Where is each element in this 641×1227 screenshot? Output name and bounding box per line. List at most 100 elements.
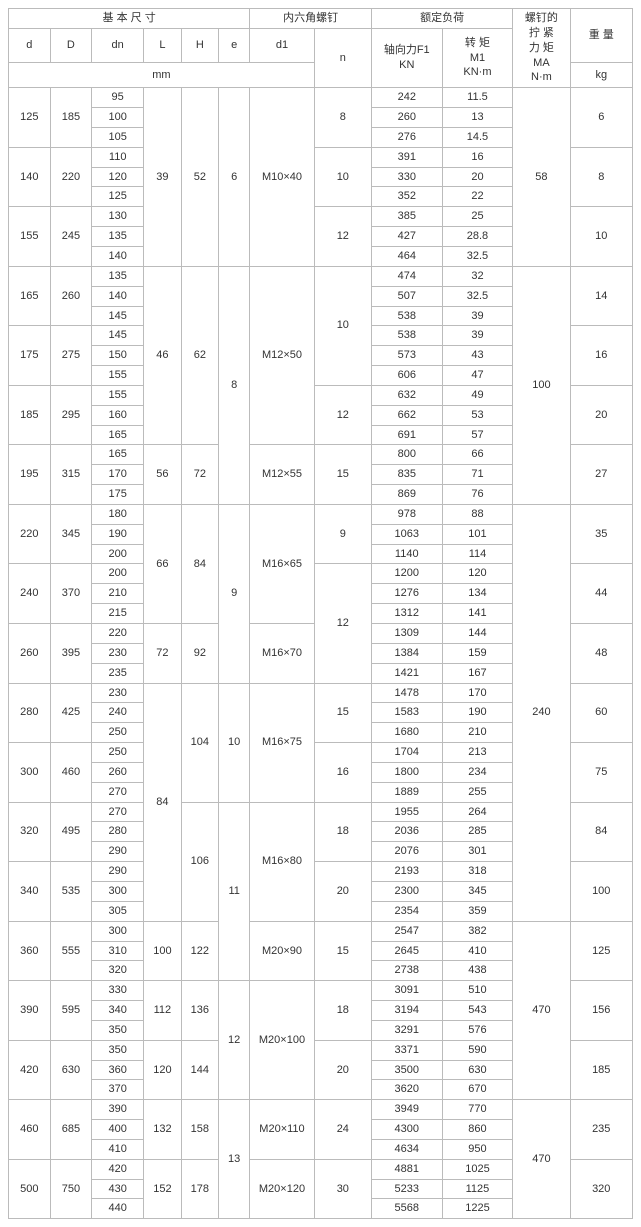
cell-dn: 235 (92, 663, 144, 683)
cell-D: 460 (50, 743, 92, 803)
cell-d: 155 (9, 207, 51, 267)
cell-dn: 125 (92, 187, 144, 207)
cell-d: 420 (9, 1040, 51, 1100)
cell-kg: 14 (570, 266, 633, 326)
cell-L: 46 (144, 266, 181, 445)
cell-dn: 145 (92, 306, 144, 326)
cell-d: 240 (9, 564, 51, 624)
cell-f1: 573 (371, 346, 442, 366)
cell-dn: 360 (92, 1060, 144, 1080)
cell-dn: 270 (92, 782, 144, 802)
cell-m1: 32 (442, 266, 513, 286)
cell-f1: 352 (371, 187, 442, 207)
cell-D: 295 (50, 385, 92, 445)
cell-f1: 691 (371, 425, 442, 445)
cell-f1: 1955 (371, 802, 442, 822)
cell-D: 315 (50, 445, 92, 505)
cell-d: 140 (9, 147, 51, 207)
cell-H: 136 (181, 981, 218, 1041)
cell-kg: 6 (570, 88, 633, 148)
cell-f1: 2193 (371, 862, 442, 882)
cell-dn: 420 (92, 1159, 144, 1179)
cell-f1: 3371 (371, 1040, 442, 1060)
cell-dn: 190 (92, 524, 144, 544)
cell-f1: 391 (371, 147, 442, 167)
cell-dn: 390 (92, 1100, 144, 1120)
cell-f1: 427 (371, 227, 442, 247)
cell-ma: 58 (513, 88, 570, 267)
cell-kg: 100 (570, 862, 633, 922)
cell-m1: 13 (442, 108, 513, 128)
cell-D: 275 (50, 326, 92, 386)
cell-f1: 242 (371, 88, 442, 108)
cell-f1: 276 (371, 127, 442, 147)
cell-f1: 3620 (371, 1080, 442, 1100)
table-row: 46068539013215813M20×110243949770470235 (9, 1100, 633, 1120)
cell-d: 390 (9, 981, 51, 1041)
hdr-H: H (181, 28, 218, 63)
cell-dn: 300 (92, 921, 144, 941)
cell-D: 245 (50, 207, 92, 267)
cell-dn: 140 (92, 246, 144, 266)
cell-n: 18 (314, 981, 371, 1041)
cell-f1: 1680 (371, 723, 442, 743)
cell-e: 13 (219, 1100, 250, 1219)
cell-H: 72 (181, 445, 218, 505)
cell-H: 178 (181, 1159, 218, 1219)
cell-f1: 1421 (371, 663, 442, 683)
cell-f1: 3949 (371, 1100, 442, 1120)
cell-dn: 120 (92, 167, 144, 187)
cell-f1: 4881 (371, 1159, 442, 1179)
cell-d: 220 (9, 504, 51, 564)
cell-kg: 44 (570, 564, 633, 624)
cell-m1: 32.5 (442, 286, 513, 306)
cell-D: 220 (50, 147, 92, 207)
cell-m1: 410 (442, 941, 513, 961)
cell-d: 360 (9, 921, 51, 981)
cell-m1: 950 (442, 1139, 513, 1159)
cell-L: 39 (144, 88, 181, 267)
cell-kg: 60 (570, 683, 633, 743)
cell-m1: 43 (442, 346, 513, 366)
cell-n: 15 (314, 683, 371, 743)
cell-m1: 11.5 (442, 88, 513, 108)
cell-kg: 125 (570, 921, 633, 981)
cell-n: 12 (314, 207, 371, 267)
cell-kg: 16 (570, 326, 633, 386)
cell-kg: 48 (570, 624, 633, 684)
cell-f1: 538 (371, 326, 442, 346)
hdr-basic: 基 本 尺 寸 (9, 9, 250, 29)
cell-e: 8 (219, 266, 250, 504)
cell-n: 20 (314, 862, 371, 922)
cell-n: 18 (314, 802, 371, 862)
cell-m1: 120 (442, 564, 513, 584)
cell-H: 104 (181, 683, 218, 802)
cell-n: 10 (314, 147, 371, 207)
cell-dn: 100 (92, 108, 144, 128)
cell-n: 9 (314, 504, 371, 564)
cell-d: 175 (9, 326, 51, 386)
cell-m1: 170 (442, 683, 513, 703)
cell-dn: 440 (92, 1199, 144, 1219)
cell-m1: 359 (442, 901, 513, 921)
cell-d: 340 (9, 862, 51, 922)
cell-dn: 370 (92, 1080, 144, 1100)
cell-dn: 250 (92, 723, 144, 743)
cell-dn: 250 (92, 743, 144, 763)
cell-kg: 35 (570, 504, 633, 564)
cell-f1: 5568 (371, 1199, 442, 1219)
table-header: 基 本 尺 寸 内六角螺钉 额定负荷 螺钉的 拧 紧 力 矩 MA N·m 重 … (9, 9, 633, 88)
cell-f1: 1889 (371, 782, 442, 802)
cell-m1: 630 (442, 1060, 513, 1080)
cell-d1: M20×90 (250, 921, 314, 981)
spec-table: 基 本 尺 寸 内六角螺钉 额定负荷 螺钉的 拧 紧 力 矩 MA N·m 重 … (8, 8, 633, 1219)
cell-d: 460 (9, 1100, 51, 1160)
hdr-m1: 转 矩M1KN·m (442, 28, 513, 87)
cell-m1: 159 (442, 643, 513, 663)
cell-dn: 260 (92, 762, 144, 782)
cell-f1: 474 (371, 266, 442, 286)
cell-m1: 576 (442, 1020, 513, 1040)
cell-D: 345 (50, 504, 92, 564)
cell-kg: 27 (570, 445, 633, 505)
cell-dn: 160 (92, 405, 144, 425)
